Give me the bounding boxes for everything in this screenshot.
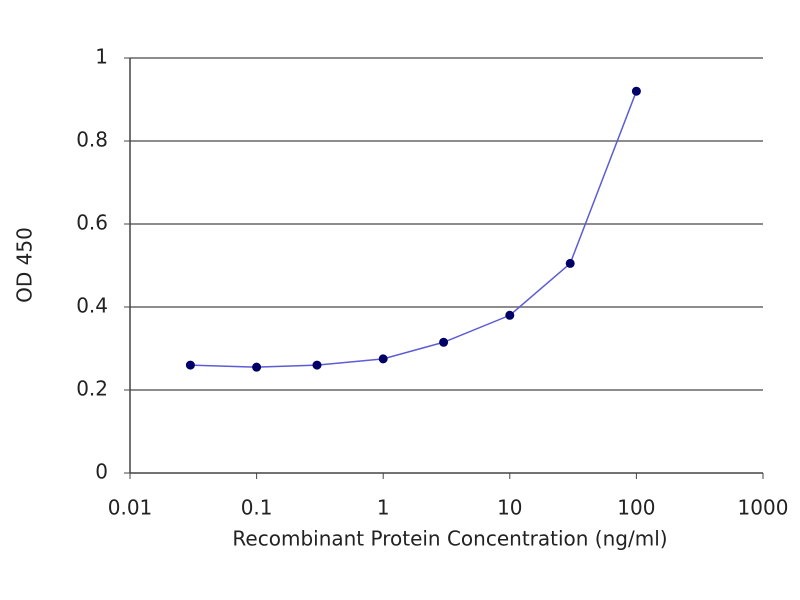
x-tick-label: 100 [617,496,655,520]
y-tick-label: 1 [95,45,108,69]
y-axis-label: OD 450 [13,227,37,303]
x-tick-label: 1 [377,496,390,520]
y-tick-label: 0.2 [76,377,108,401]
x-axis-label: Recombinant Protein Concentration (ng/ml… [232,527,667,551]
data-point [439,337,449,347]
x-tick-label: 1000 [738,496,789,520]
y-tick-label: 0.6 [76,211,108,235]
x-tick-label: 0.01 [108,496,153,520]
y-tick-label: 0.8 [76,128,108,152]
data-point [252,362,262,372]
data-point [312,360,322,370]
y-tick-label: 0.4 [76,294,108,318]
y-tick-label: 0 [95,460,108,484]
data-point [631,86,641,96]
series-line [190,90,638,368]
data-point [378,354,388,364]
data-point [185,360,195,370]
x-tick-label: 10 [497,496,522,520]
data-point [505,310,515,320]
data-point [565,258,575,268]
x-tick-label: 0.1 [241,496,273,520]
